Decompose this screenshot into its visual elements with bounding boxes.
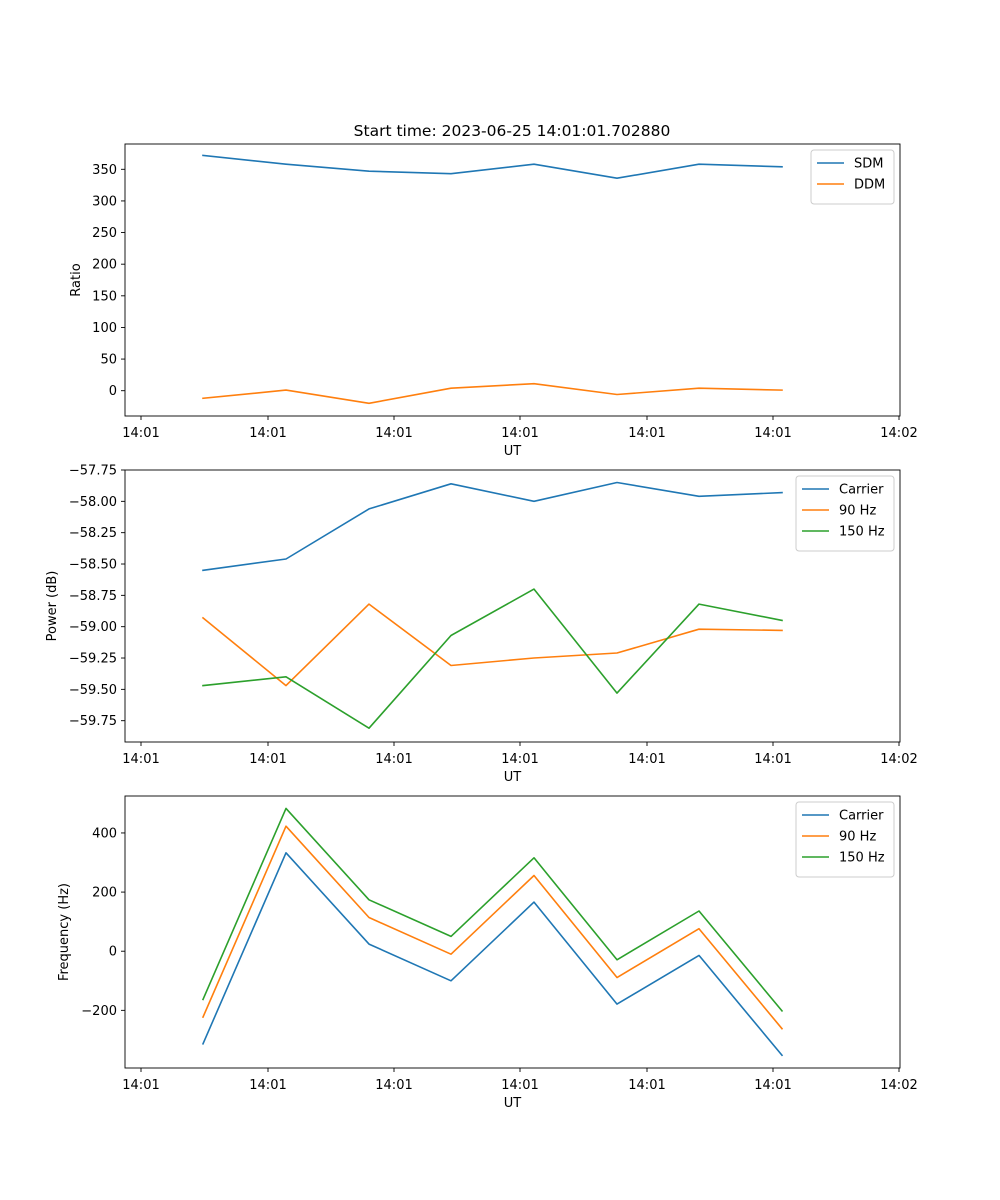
x-tick-label: 14:01: [501, 752, 538, 767]
legend-entry: 90 Hz: [839, 830, 876, 845]
x-tick-label: 14:01: [122, 752, 159, 767]
x-tick-label: 14:02: [880, 1078, 917, 1093]
y-tick-label: 400: [92, 826, 117, 841]
subplot-2: 14:01 14:01 14:01 14:01 14:01 14:01 14:02 −57.7…: [45, 464, 918, 786]
x-tick-label: 14:01: [754, 1078, 791, 1093]
x-tick-label: 14:01: [628, 1078, 665, 1093]
x-tick-label: 14:01: [249, 426, 286, 441]
series-line-carrier: [201, 851, 784, 1057]
x-tick-label: 14:01: [628, 752, 665, 767]
y-tick-label: −58.50: [69, 558, 117, 573]
series-line-ddm: [202, 382, 783, 405]
y-tick-label: 150: [92, 289, 117, 304]
legend-entry: SDM: [854, 157, 883, 172]
x-tick-label: 14:01: [501, 1078, 538, 1093]
series-line-sdm: [202, 154, 783, 179]
y-tick-label: 100: [92, 321, 117, 336]
y-tick-label: −59.75: [69, 714, 117, 729]
legend: Carrier 90 Hz 150 Hz: [795, 475, 895, 552]
x-tick-label: 14:01: [375, 1078, 412, 1093]
legend: Carrier 90 Hz 150 Hz: [795, 801, 895, 878]
y-tick-label: 350: [92, 163, 117, 178]
axes-frame: [124, 795, 901, 1069]
series-line-90-hz: [201, 825, 784, 1030]
axes-frame: [124, 469, 901, 743]
axes-frame: [124, 143, 901, 417]
x-tick-label: 14:01: [375, 426, 412, 441]
legend-entry: 90 Hz: [839, 504, 876, 519]
x-tick-label: 14:01: [375, 752, 412, 767]
y-tick-label: 300: [92, 194, 117, 209]
subplot-1: 14:01 14:01 14:01 14:01 14:01 14:01 14:02 0 50 10…: [69, 143, 918, 459]
legend-entry: DDM: [854, 178, 885, 193]
y-tick-label: 200: [92, 886, 117, 901]
x-tick-label: 14:01: [754, 426, 791, 441]
legend-entry: 150 Hz: [839, 525, 885, 540]
y-tick-label: 0: [109, 384, 117, 399]
x-tick-label: 14:01: [122, 426, 159, 441]
figure-title: Start time: 2023-06-25 14:01:01.702880: [354, 122, 671, 140]
y-tick-label: −58.75: [69, 589, 117, 604]
y-axis-label: Ratio: [69, 263, 84, 296]
y-tick-label: −59.00: [69, 620, 117, 635]
legend: SDM DDM: [810, 149, 895, 205]
x-tick-label: 14:01: [754, 752, 791, 767]
y-tick-label: −57.75: [69, 464, 117, 479]
x-axis-label: UT: [504, 444, 522, 459]
x-tick-label: 14:01: [249, 1078, 286, 1093]
legend-box: [795, 475, 895, 552]
y-tick-label: 200: [92, 258, 117, 273]
legend-entry: Carrier: [839, 483, 884, 498]
subplots: 14:01 14:01 14:01 14:01 14:01 14:01 14:02 0 50 10…: [45, 143, 918, 1111]
legend-entry: 150 Hz: [839, 851, 885, 866]
y-tick-label: 250: [92, 226, 117, 241]
x-tick-label: 14:01: [501, 426, 538, 441]
series-line-150-hz: [201, 807, 784, 1013]
x-axis-label: UT: [504, 1096, 522, 1111]
y-tick-label: −59.50: [69, 683, 117, 698]
series-line-90-hz: [201, 603, 783, 687]
x-tick-label: 14:01: [249, 752, 286, 767]
x-tick-label: 14:01: [122, 1078, 159, 1093]
x-tick-label: 14:02: [880, 752, 917, 767]
series-line-carrier: [202, 481, 783, 572]
y-tick-label: 50: [100, 353, 117, 368]
y-tick-label: −58.00: [69, 495, 117, 510]
legend-entry: Carrier: [839, 809, 884, 824]
subplot-3: 14:01 14:01 14:01 14:01 14:01 14:01 14:02 −200 0…: [57, 795, 918, 1111]
y-tick-label: −58.25: [69, 526, 117, 541]
x-tick-label: 14:01: [628, 426, 665, 441]
y-tick-label: 0: [109, 945, 117, 960]
series-line-150-hz: [202, 588, 783, 730]
x-tick-label: 14:02: [880, 426, 917, 441]
y-tick-label: −59.25: [69, 652, 117, 667]
x-axis-label: UT: [504, 770, 522, 785]
y-tick-label: −200: [81, 1004, 117, 1019]
y-axis-label: Power (dB): [45, 571, 60, 642]
legend-box: [795, 801, 895, 878]
y-axis-label: Frequency (Hz): [57, 883, 72, 981]
